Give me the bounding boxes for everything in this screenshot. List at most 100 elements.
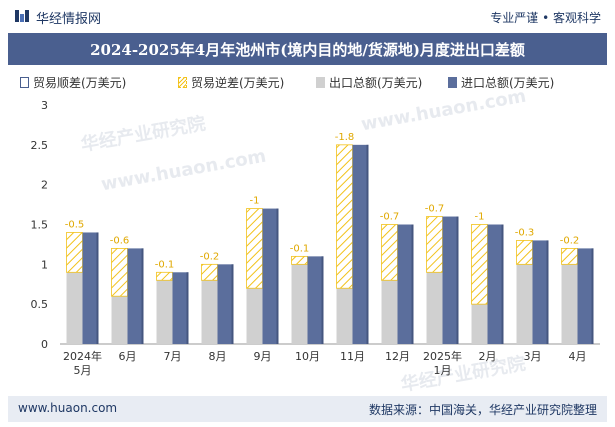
import-bar-edge	[366, 144, 369, 344]
import-bar	[442, 216, 459, 344]
deficit-segment	[66, 232, 83, 273]
deficit-segment	[561, 247, 578, 265]
brand-name: 华经情报网	[36, 12, 102, 27]
legend-item-import: 进口总额(万美元)	[448, 74, 554, 91]
import-bar	[397, 224, 414, 344]
legend-item-deficit: 贸易逆差(万美元)	[178, 74, 284, 91]
y-axis: 0 0.5 1 1.5 2 2.5 3	[31, 99, 600, 351]
y-tick-label: 3	[41, 99, 48, 112]
export-bar	[66, 272, 83, 344]
import-bar-edge	[591, 248, 594, 344]
x-tick-label: 11月	[340, 350, 365, 363]
y-tick-label: 0	[41, 338, 48, 351]
chart-legend: 贸易顺差(万美元) 贸易逆差(万美元) 出口总额(万美元) 进口总额(万美元)	[20, 74, 600, 92]
y-tick-label: 1.5	[31, 219, 49, 232]
deficit-segment	[426, 216, 443, 273]
import-bar	[262, 208, 279, 344]
x-tick-label: 2024年	[63, 349, 102, 363]
y-tick-label: 0.5	[31, 298, 49, 311]
export-bar	[426, 272, 443, 344]
top-bar: 华经情报网 专业严谨 • 客观科学	[0, 0, 615, 32]
data-label: -0.7	[425, 204, 445, 215]
import-bar-edge	[231, 264, 234, 344]
x-tick-label: 8月	[209, 350, 227, 363]
x-tick-label: 4月	[569, 350, 587, 363]
import-bar-edge	[546, 240, 549, 344]
deficit-segment	[111, 247, 128, 297]
legend-swatch-export	[316, 77, 325, 88]
export-bar	[201, 280, 218, 344]
deficit-segment	[471, 224, 488, 305]
data-label: -0.2	[560, 235, 580, 246]
export-bar	[111, 296, 128, 344]
deficit-segment	[156, 271, 173, 281]
export-bar	[516, 264, 533, 344]
footer-website: www.huaon.com	[18, 401, 118, 415]
export-bar	[561, 264, 578, 344]
y-tick-label: 2.5	[31, 139, 49, 152]
import-bar-edge	[141, 248, 144, 344]
import-bar	[82, 232, 99, 344]
import-bar-edge	[411, 224, 414, 344]
data-label: -1	[250, 196, 260, 207]
deficit-segment	[291, 255, 308, 265]
tagline: 专业严谨 • 客观科学	[490, 11, 601, 25]
import-bar	[217, 264, 234, 344]
import-bar-edge	[456, 216, 459, 344]
import-bar-edge	[501, 224, 504, 344]
x-tick-label: 7月	[164, 350, 182, 363]
data-label: -0.1	[155, 259, 175, 270]
legend-label-export: 出口总额(万美元)	[329, 76, 423, 90]
import-bar	[577, 248, 594, 344]
import-bar	[127, 248, 144, 344]
chart-title: 2024-2025年4月年池州市(境内目的地/货源地)月度进出口差额	[90, 41, 525, 59]
import-bar-edge	[321, 256, 324, 344]
y-tick-label: 2	[41, 179, 48, 192]
import-bar-edge	[276, 208, 279, 344]
export-bar	[336, 288, 353, 344]
deficit-segment	[381, 224, 398, 281]
deficit-segment	[516, 240, 533, 265]
x-tick-label: 2025年	[423, 349, 462, 363]
import-bar	[352, 144, 369, 344]
x-tick-label: 10月	[295, 350, 320, 363]
legend-swatch-surplus	[20, 77, 29, 88]
legend-item-export: 出口总额(万美元)	[316, 74, 422, 91]
data-label: -0.7	[380, 212, 400, 223]
footer-source: 数据来源：中国海关，华经产业研究院整理	[368, 403, 597, 417]
export-bar	[156, 280, 173, 344]
x-tick-label: 1月	[434, 364, 452, 377]
export-bar	[471, 304, 488, 344]
data-label: -0.2	[200, 251, 220, 262]
x-tick-label: 9月	[254, 350, 272, 363]
import-bar	[532, 240, 549, 344]
deficit-segment	[246, 208, 263, 289]
x-tick-label: 3月	[524, 350, 542, 363]
import-bar	[172, 272, 189, 344]
logo-icon	[15, 10, 29, 22]
data-label: -1	[475, 212, 485, 223]
legend-label-deficit: 贸易逆差(万美元)	[191, 76, 285, 90]
export-bar	[381, 280, 398, 344]
import-bar	[307, 256, 324, 344]
legend-swatch-import	[448, 77, 457, 88]
data-label: -0.5	[65, 219, 85, 230]
import-bar	[487, 224, 504, 344]
data-label: -0.3	[515, 227, 535, 238]
legend-label-import: 进口总额(万美元)	[461, 76, 555, 90]
deficit-segment	[336, 144, 353, 289]
data-label: -1.8	[335, 132, 355, 143]
legend-label-surplus: 贸易顺差(万美元)	[33, 76, 127, 90]
x-tick-label: 2月	[479, 350, 497, 363]
export-bar	[291, 264, 308, 344]
x-tick-label: 6月	[119, 350, 137, 363]
data-label: -0.6	[110, 235, 130, 246]
data-label: -0.1	[290, 243, 310, 254]
legend-item-surplus: 贸易顺差(万美元)	[20, 74, 126, 91]
title-bar: 2024-2025年4月年池州市(境内目的地/货源地)月度进出口差额	[8, 33, 607, 65]
import-bar-edge	[186, 272, 189, 344]
deficit-segment	[201, 263, 218, 281]
bars: -0.5 -0.6 -0.1 -0.2 -1 -0.1 -1.8 -0.7 -0.7 -1 -0.3…	[65, 132, 594, 344]
import-bar-edge	[96, 232, 99, 344]
